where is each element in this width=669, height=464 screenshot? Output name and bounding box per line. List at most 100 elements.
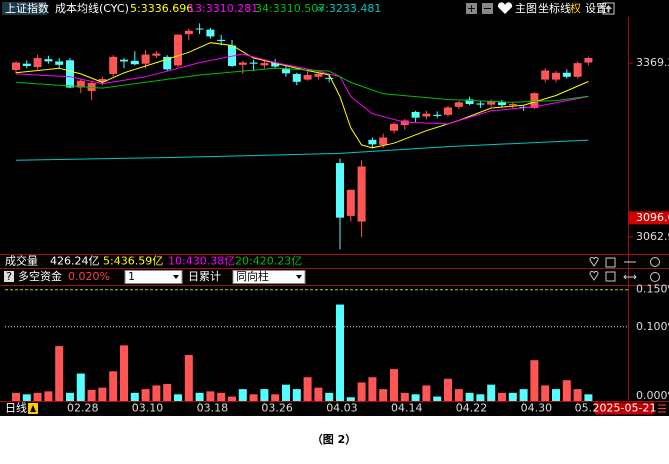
candle-body [552,72,560,80]
x-tick-label: 04.30 [521,402,553,415]
fav-icon[interactable] [589,271,599,281]
bar [530,360,539,401]
bar [411,394,420,401]
period-select[interactable] [124,270,183,284]
toolbar-button[interactable]: 主图 [515,2,537,15]
indicator-name: 多空资金 [18,269,62,283]
candle-body [476,103,485,105]
candle-body [508,104,517,106]
candle-body [55,61,64,65]
cost-line [15,53,589,125]
candle-body [22,63,31,66]
candle-body [249,62,258,64]
up-icon[interactable] [602,2,615,15]
bar [206,391,215,401]
bar [163,383,172,401]
toolbar-button[interactable]: 设置 [585,2,607,15]
candle-body [98,79,107,82]
background [0,0,669,416]
chart-title: 上证指数 [5,1,49,15]
bar [120,345,128,401]
bar [379,389,388,401]
bar [260,389,269,401]
candle-body [379,137,388,145]
title-box [2,2,47,15]
toolbar-button[interactable]: 权 [570,2,581,15]
menu-icon[interactable] [658,404,666,413]
fav-icon[interactable] [589,257,599,267]
bar [433,396,442,401]
close-icon[interactable] [650,257,660,267]
favorite-icon[interactable] [497,2,513,15]
bar [584,394,593,401]
candle-body [195,28,204,30]
volume-ma-label: 10:430.38亿 [168,255,235,268]
add-icon[interactable] [650,272,660,282]
cost-line [15,67,589,103]
bar [238,389,247,401]
window-icon[interactable] [605,271,616,282]
resize-icon[interactable] [623,274,637,280]
volume-ma-label: 5:436.59亿 [103,255,163,268]
bar [498,392,506,401]
price-marker-label: 3096.6 [636,211,669,224]
candle-body [411,111,420,118]
bar [282,384,290,401]
x-tick-label: 04.03 [326,402,358,415]
candle-body [206,29,215,37]
mode-label: 日累计 [188,270,221,283]
candle-body [390,123,398,131]
candle-body [422,113,431,117]
help-icon[interactable] [4,271,14,282]
candle-body [325,77,334,79]
bar [66,392,74,401]
period-value: 1 [128,270,135,283]
candle-body [184,30,193,35]
toolbar-button[interactable]: 坐标线 [538,1,571,15]
style-select[interactable] [232,270,306,284]
bar [444,378,452,401]
bar [217,392,226,401]
legend-entry: ∞:3233.481 [316,2,381,15]
candle-body [260,63,269,66]
candle-body [152,53,161,56]
bar [368,377,377,401]
bar [487,384,496,401]
bar [141,389,150,401]
bar [390,369,398,401]
candle-body [541,70,550,80]
volume-label: 成交量 [5,254,38,268]
bar [184,355,193,401]
candle-body [336,163,344,218]
bar [519,389,528,401]
dropdown-arrow [173,275,179,279]
bar [195,392,204,401]
caption: （图 2） [312,433,356,446]
bar [325,392,334,401]
price-marker [629,211,669,225]
date-box [595,402,654,415]
bar [573,389,582,401]
y-tick-label: 0.150% [636,283,669,296]
cost-line [15,139,589,161]
bar [76,373,85,401]
window-icon[interactable] [605,257,616,268]
bar [98,387,107,401]
icon-glyph [605,5,612,13]
candle-body [573,63,582,77]
bar [541,385,550,401]
zoom-in-icon[interactable] [466,3,477,14]
candle-body [76,80,85,88]
cost-line [15,42,589,149]
candle-body [12,62,20,70]
candle-body [498,102,506,106]
x-tick-label: 04.22 [456,402,488,415]
candle-body [487,101,496,105]
bar [55,346,64,401]
bar [44,391,53,401]
x-tick-label: 05. [575,402,593,415]
candle-body [120,59,128,62]
bar [476,394,485,401]
candle-body [584,58,593,63]
